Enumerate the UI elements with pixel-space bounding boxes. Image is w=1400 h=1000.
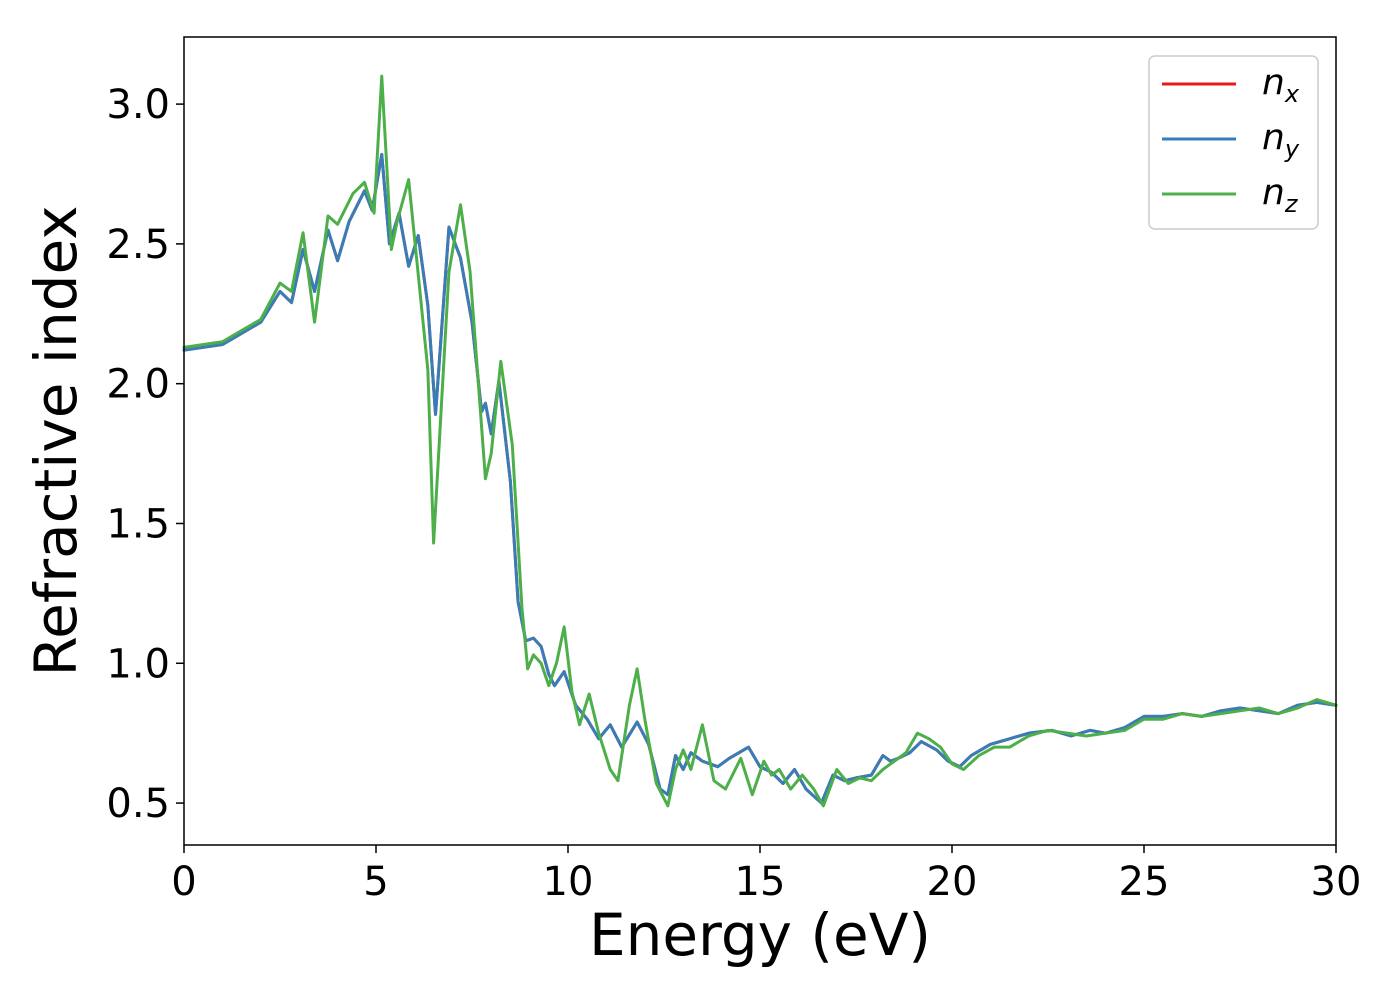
y-tick-label: 2.5 xyxy=(106,222,170,268)
y-axis-label: Refractive index xyxy=(22,205,90,676)
y-tick-label: 3.0 xyxy=(106,82,170,128)
x-axis: 0 5 10 15 20 25 30 xyxy=(171,845,1361,905)
x-tick-label: 30 xyxy=(1311,859,1362,905)
x-tick-label: 0 xyxy=(171,859,196,905)
x-tick-label: 15 xyxy=(735,859,786,905)
y-tick-label: 1.5 xyxy=(106,501,170,547)
y-tick-label: 0.5 xyxy=(106,781,170,827)
legend-label-x: nx xyxy=(1262,62,1300,108)
y-tick-label: 1.0 xyxy=(106,641,170,687)
x-tick-label: 25 xyxy=(1119,859,1170,905)
legend-label-z: nz xyxy=(1262,172,1299,218)
x-axis-label: Energy (eV) xyxy=(589,901,931,969)
x-tick-label: 5 xyxy=(363,859,388,905)
legend: nx ny nz xyxy=(1148,55,1319,230)
series-layer xyxy=(182,74,1338,808)
series-line-z xyxy=(182,74,1338,808)
legend-label-y: ny xyxy=(1262,117,1300,163)
x-tick-label: 10 xyxy=(543,859,594,905)
y-axis: 0.5 1.0 1.5 2.0 2.5 3.0 xyxy=(106,82,184,827)
legend-box xyxy=(1148,55,1319,230)
y-tick-label: 2.0 xyxy=(106,362,170,408)
x-tick-label: 20 xyxy=(927,859,978,905)
